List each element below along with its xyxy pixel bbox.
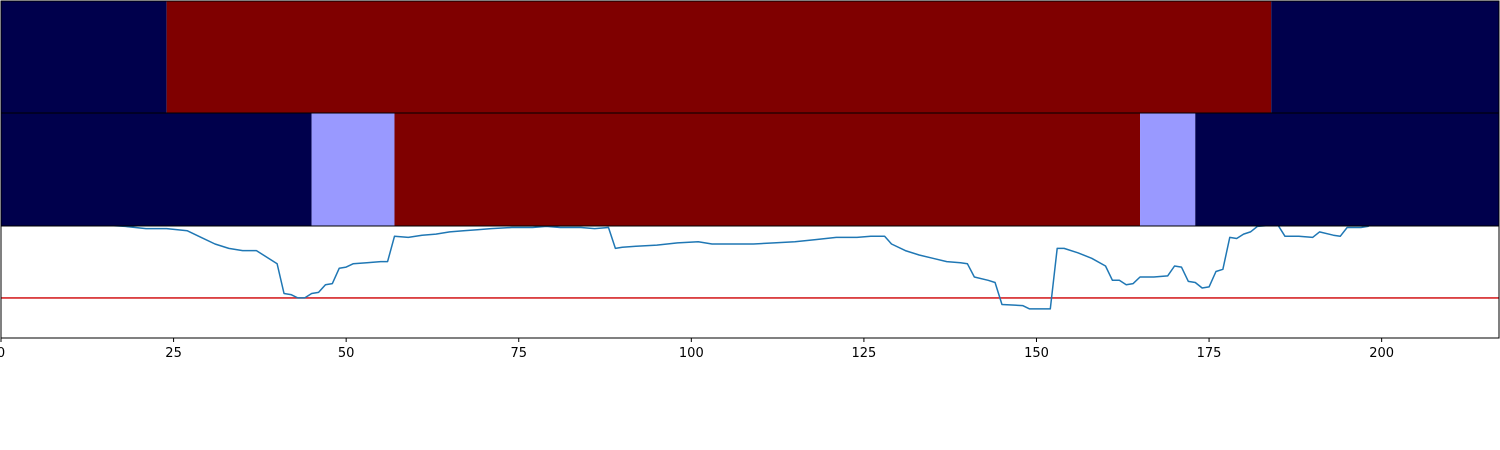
band-2-segment-high — [394, 113, 1141, 226]
band-2-segment-low — [1195, 113, 1499, 226]
x-tick-label: 125 — [851, 346, 876, 361]
band-2-segment-mid — [311, 113, 395, 226]
band-1-segment-high — [166, 1, 1272, 113]
state-bands — [0, 0, 1500, 227]
x-tick-label: 100 — [679, 346, 704, 361]
line-panel-frame — [0, 225, 1500, 339]
series-line-1 — [103, 226, 1371, 310]
x-tick-label: 25 — [165, 346, 182, 361]
line-panel — [0, 225, 1500, 339]
x-tick-label: 175 — [1197, 346, 1222, 361]
x-tick-label: 75 — [510, 346, 527, 361]
x-tick-label: 0 — [0, 346, 5, 361]
x-tick-label: 150 — [1024, 346, 1049, 361]
band-2-segment-mid — [1140, 113, 1196, 226]
x-tick-label: 200 — [1369, 346, 1394, 361]
band-1-segment-low — [1271, 1, 1499, 113]
band-2-segment-low — [1, 113, 312, 226]
x-tick-label: 50 — [338, 346, 355, 361]
x-axis: 0 25 50 75 100 125 150 175 200 — [0, 338, 1394, 361]
band-1-segment-low — [1, 1, 167, 113]
